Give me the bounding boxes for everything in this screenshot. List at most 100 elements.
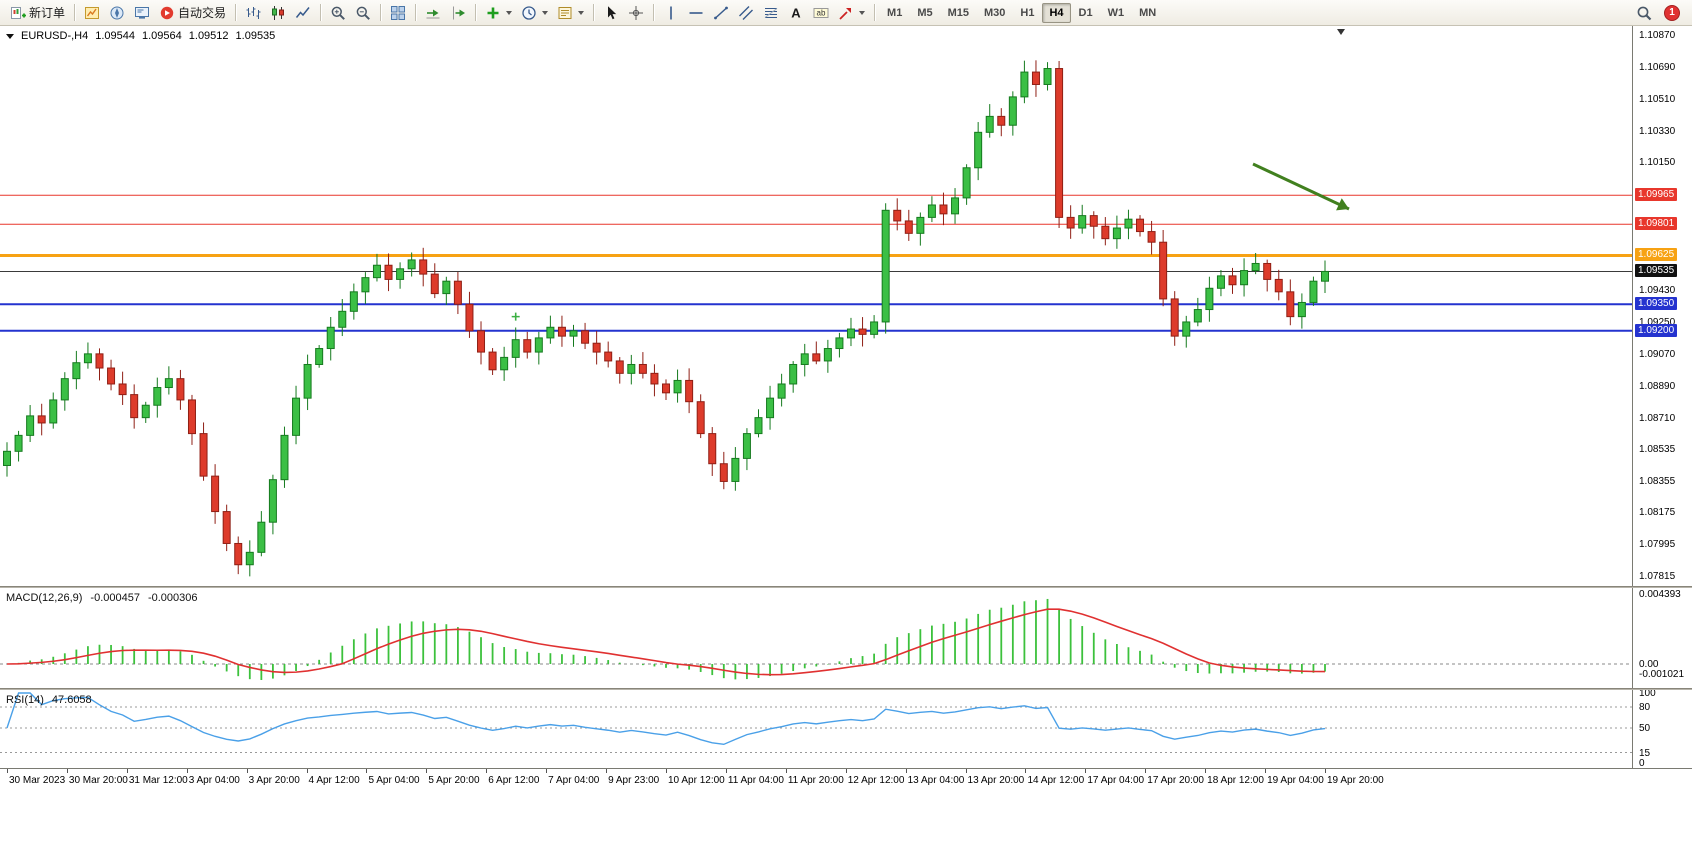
toolbar-separator (415, 4, 417, 21)
chart-candles-icon (270, 5, 286, 21)
channel-button[interactable] (734, 2, 758, 24)
price-level-tag: 1.09350 (1635, 297, 1678, 311)
timeframe-m30-button[interactable]: M30 (984, 6, 1006, 19)
level-lines (0, 194, 1632, 332)
svg-text:A: A (791, 5, 801, 20)
autotrade-icon (159, 5, 175, 21)
indicators-button[interactable] (481, 2, 516, 24)
time-tick (965, 769, 967, 773)
cross-marker (511, 312, 520, 321)
arrows-button[interactable] (834, 2, 869, 24)
trend-line-icon (713, 5, 729, 21)
price-tick-label: 1.09430 (1639, 285, 1676, 297)
horizontal-line-button[interactable] (684, 2, 708, 24)
toolbar-separator (235, 4, 237, 21)
time-tick-label: 18 Apr 12:00 (1207, 775, 1264, 786)
navigator-button[interactable] (105, 2, 129, 24)
timeframe-m5-button[interactable]: M5 (917, 6, 933, 19)
crosshair-button[interactable] (624, 2, 648, 24)
chart-close-value: 1.09535 (235, 30, 276, 42)
toolbar-group-chart-types (239, 2, 317, 24)
search-button[interactable] (1632, 2, 1656, 24)
toolbar-group-orders: 新订单 (4, 2, 71, 24)
time-tick (306, 769, 308, 773)
macd-histogram (17, 598, 1326, 680)
time-tick (606, 769, 608, 773)
market-watch-icon (84, 5, 100, 21)
main-chart-pane[interactable] (0, 26, 1632, 586)
time-tick-label: 5 Apr 04:00 (368, 775, 420, 786)
time-tick (785, 769, 787, 773)
periods-button[interactable] (517, 2, 552, 24)
dropdown-caret-icon (578, 10, 585, 15)
zoom-in-button[interactable] (326, 2, 350, 24)
price-level-tag: 1.09965 (1635, 188, 1678, 202)
chart-shift-button[interactable] (446, 2, 470, 24)
text-label-button[interactable]: ab (809, 2, 833, 24)
toolbar-group-panels: 自动交易 (78, 2, 232, 24)
chart-window: EURUSD-,H4 1.09544 1.09564 1.09512 1.095… (0, 26, 1692, 851)
macd-axis-label: 0.004393 (1639, 589, 1681, 600)
trend-line-button[interactable] (709, 2, 733, 24)
toolbar-separator (320, 4, 322, 21)
time-axis[interactable]: 30 Mar 2023 30 Mar 20:00 31 Mar 12:00 3 Apr… (0, 768, 1692, 792)
chart-bars-icon (245, 5, 261, 21)
navigator-icon (109, 5, 125, 21)
zoom-out-button[interactable] (351, 2, 375, 24)
terminal-button[interactable] (130, 2, 154, 24)
time-tick-label: 11 Apr 04:00 (727, 775, 784, 786)
time-tick (845, 769, 847, 773)
time-tick (1205, 769, 1207, 773)
time-tick (1145, 769, 1147, 773)
toolbar-separator (380, 4, 382, 21)
time-tick (366, 769, 368, 773)
time-tick-label: 13 Apr 20:00 (967, 775, 1025, 786)
macd-pane-divider[interactable] (0, 586, 1692, 588)
chart-candles-button[interactable] (266, 2, 290, 24)
market-watch-button[interactable] (80, 2, 104, 24)
notification-badge[interactable]: 1 (1664, 4, 1680, 21)
fibonacci-button[interactable] (759, 2, 783, 24)
price-axis[interactable]: 1.10870 1.10690 1.10510 1.10330 1.10150 1.094… (1632, 26, 1692, 769)
chart-bars-button[interactable] (241, 2, 265, 24)
timeframe-h4-button[interactable]: H4 (1042, 2, 1071, 23)
new-order-label: 新订单 (29, 6, 66, 20)
time-tick (1025, 769, 1027, 773)
chart-shift-marker (1337, 29, 1345, 35)
chart-line-button[interactable] (291, 2, 315, 24)
tile-windows-button[interactable] (386, 2, 410, 24)
templates-button[interactable] (553, 2, 588, 24)
new-order-button[interactable]: 新订单 (6, 2, 69, 24)
toolbar-right: 1 (1632, 2, 1688, 24)
toolbar-separator (653, 4, 655, 21)
time-tick-label: 19 Apr 20:00 (1327, 775, 1384, 786)
trend-arrow-head (1336, 198, 1349, 211)
autotrade-button[interactable]: 自动交易 (155, 2, 230, 24)
rsi-axis-label: 100 (1639, 688, 1656, 699)
text-button[interactable]: A (784, 2, 808, 24)
time-tick-label: 7 Apr 04:00 (548, 775, 600, 786)
arrows-icon (838, 5, 854, 21)
auto-scroll-button[interactable] (421, 2, 445, 24)
dropdown-caret-icon (542, 10, 549, 15)
timeframe-w1-button[interactable]: W1 (1107, 6, 1125, 19)
price-tick-label: 1.08535 (1639, 443, 1676, 455)
timeframe-h1-button[interactable]: H1 (1020, 6, 1035, 19)
auto-scroll-icon (425, 5, 441, 21)
timeframe-m1-button[interactable]: M1 (887, 6, 903, 19)
chart-quick-menu-icon[interactable] (6, 33, 14, 39)
cursor-button[interactable] (599, 2, 623, 24)
rsi-pane[interactable] (0, 690, 1632, 768)
crosshair-icon (628, 5, 644, 21)
timeframe-d1-button[interactable]: D1 (1078, 6, 1093, 19)
vertical-line-button[interactable] (659, 2, 683, 24)
rsi-indicator-label: RSI(14) 47.6058 (6, 694, 92, 706)
rsi-pane-divider[interactable] (0, 688, 1692, 690)
rsi-value: 47.6058 (51, 694, 92, 706)
timeframe-m15-button[interactable]: M15 (947, 6, 969, 19)
toolbar-group-timeframes: M1 M5 M15 M30 H1 H4 D1 W1 MN (878, 2, 1165, 23)
time-tick (725, 769, 727, 773)
chart-open-value: 1.09544 (95, 30, 135, 42)
macd-pane[interactable] (0, 588, 1632, 688)
timeframe-mn-button[interactable]: MN (1139, 6, 1157, 19)
